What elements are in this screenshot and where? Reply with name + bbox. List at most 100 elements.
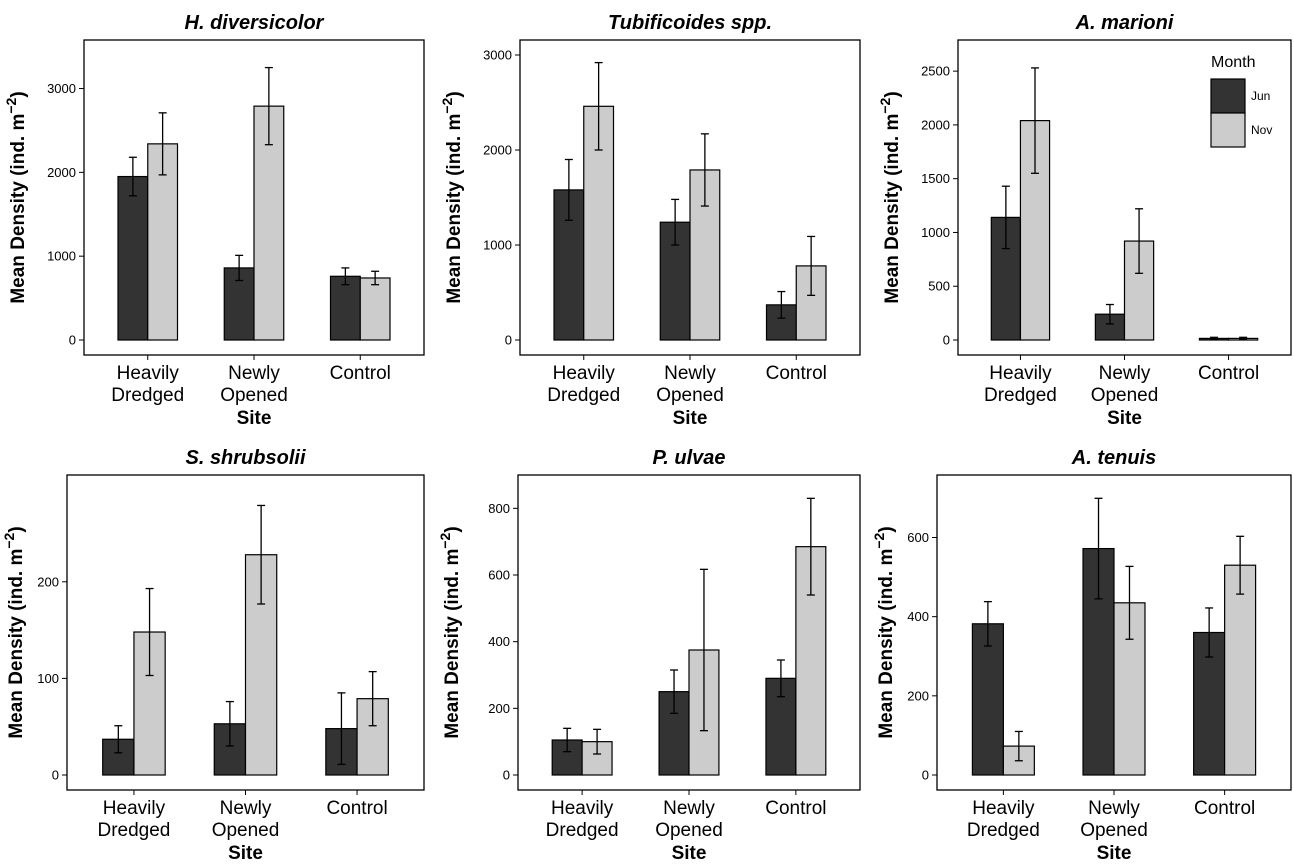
bar-jun xyxy=(971,623,1004,776)
y-tick-label: 2000 xyxy=(47,165,76,180)
bar-jun xyxy=(551,739,583,776)
y-axis-label: Mean Density (ind. m−2) xyxy=(3,91,29,303)
chart-title: A. marioni xyxy=(1075,12,1174,34)
x-tick-label: Dredged xyxy=(984,385,1057,406)
y-axis-label-superscript: −2 xyxy=(439,97,455,113)
y-axis-label-main: Mean Density (ind. m xyxy=(8,114,29,304)
bar-nov xyxy=(359,277,391,341)
y-axis-label-main: Mean Density (ind. m xyxy=(882,114,903,304)
chart-panel-4: S. shrubsolii 0 100 200 Mean Density (ind. m… xyxy=(1,447,425,864)
x-tick-label: Dredged xyxy=(546,820,619,841)
y-tick-label: 800 xyxy=(488,501,510,516)
legend-swatch-jun xyxy=(1210,78,1246,114)
y-axis-label-superscript: −2 xyxy=(871,532,887,548)
chart-title: P. ulvae xyxy=(652,447,725,469)
x-tick-label: Opened xyxy=(1091,385,1159,406)
bar-nov xyxy=(147,143,179,341)
y-axis-label: Mean Density (ind. m−2) xyxy=(1,526,27,738)
y-axis-label-superscript: −2 xyxy=(877,97,893,113)
y-axis-label-main: Mean Density (ind. m xyxy=(6,549,27,739)
x-tick-label: Opened xyxy=(1080,820,1148,841)
y-tick-label: 3000 xyxy=(47,81,76,96)
bar-nov xyxy=(795,265,827,341)
x-tick-label: Heavily xyxy=(989,363,1052,384)
x-tick-label: Newly xyxy=(220,798,272,819)
x-tick-label: Opened xyxy=(212,820,280,841)
legend-label-nov: Nov xyxy=(1251,123,1272,137)
x-tick-label: Dredged xyxy=(111,385,184,406)
y-tick-label: 400 xyxy=(907,609,929,624)
x-tick-label: Control xyxy=(330,363,391,384)
x-axis-label: Site xyxy=(237,408,272,429)
legend-title: Month xyxy=(1211,54,1255,71)
x-tick-label: Newly xyxy=(664,363,716,384)
y-axis-label: Mean Density (ind. m−2) xyxy=(877,91,903,303)
y-tick-label: 600 xyxy=(488,568,510,583)
x-tick-label: Newly xyxy=(1099,363,1151,384)
x-tick-label: Opened xyxy=(656,385,724,406)
y-tick-label: 200 xyxy=(37,574,59,589)
y-axis-label-close: ) xyxy=(444,91,465,97)
chart-panel-1: H. diversicolor 0 1000 2000 3000 Mean Density… xyxy=(3,12,425,429)
y-axis-label-close: ) xyxy=(876,526,897,532)
x-tick-label: Heavily xyxy=(117,363,180,384)
y-tick-label: 1500 xyxy=(921,171,950,186)
x-axis-label: Site xyxy=(1107,408,1142,429)
y-tick-label: 1000 xyxy=(921,225,950,240)
y-tick-label: 2500 xyxy=(921,64,950,79)
x-tick-label: Opened xyxy=(220,385,288,406)
y-tick-label: 500 xyxy=(928,279,950,294)
bar-nov xyxy=(1224,564,1257,776)
chart-panel-6: A. tenuis 0 200 400 600 Mean Density (ind. m−… xyxy=(871,447,1292,864)
y-tick-label: 1000 xyxy=(483,238,512,253)
y-axis-label-superscript: −2 xyxy=(437,532,453,548)
x-tick-label: Opened xyxy=(655,820,723,841)
y-axis-label: Mean Density (ind. m−2) xyxy=(437,526,463,738)
y-tick-label: 600 xyxy=(907,530,929,545)
y-axis-label-close: ) xyxy=(8,91,29,97)
legend: Month Jun Nov xyxy=(1210,54,1272,148)
x-axis-label: Site xyxy=(672,843,707,864)
y-axis-label-close: ) xyxy=(6,526,27,532)
x-tick-label: Heavily xyxy=(551,798,614,819)
x-tick-label: Newly xyxy=(663,798,715,819)
y-tick-label: 0 xyxy=(503,768,510,783)
bar-jun xyxy=(329,275,361,341)
y-axis-label-main: Mean Density (ind. m xyxy=(876,549,897,739)
x-axis-label: Site xyxy=(673,408,708,429)
x-axis-label: Site xyxy=(228,843,263,864)
x-tick-label: Control xyxy=(1194,798,1255,819)
bar-jun xyxy=(117,175,149,341)
x-tick-label: Newly xyxy=(1088,798,1140,819)
y-tick-label: 1000 xyxy=(47,249,76,264)
y-tick-label: 2000 xyxy=(921,117,950,132)
y-axis-label: Mean Density (ind. m−2) xyxy=(871,526,897,738)
y-tick-label: 200 xyxy=(488,701,510,716)
x-tick-label: Control xyxy=(766,363,827,384)
y-axis-label-main: Mean Density (ind. m xyxy=(442,549,463,739)
x-tick-label: Control xyxy=(765,798,826,819)
y-tick-label: 0 xyxy=(52,768,59,783)
y-axis-label-superscript: −2 xyxy=(1,532,17,548)
chart-title: A. tenuis xyxy=(1071,447,1156,469)
y-tick-label: 0 xyxy=(505,333,512,348)
chart-panel-2: Tubificoides spp. 0 1000 2000 3000 Mean Densi… xyxy=(439,12,861,429)
y-tick-label: 0 xyxy=(943,333,950,348)
chart-title: H. diversicolor xyxy=(185,12,325,34)
x-tick-label: Heavily xyxy=(972,798,1035,819)
y-axis-label-close: ) xyxy=(442,526,463,532)
y-axis-label-close: ) xyxy=(882,91,903,97)
y-tick-label: 2000 xyxy=(483,143,512,158)
chart-panel-3: A. marioni 0 500 1000 1500 2000 2500 Mean Densi… xyxy=(877,12,1292,429)
x-tick-label: Control xyxy=(326,798,387,819)
legend-label-jun: Jun xyxy=(1251,89,1270,103)
chart-panel-5: P. ulvae 0 200 400 600 800 Mean Density (ind. … xyxy=(437,447,861,864)
y-axis-label-superscript: −2 xyxy=(3,97,19,113)
x-tick-label: Newly xyxy=(228,363,280,384)
x-tick-label: Dredged xyxy=(97,820,170,841)
x-axis-label: Site xyxy=(1097,843,1132,864)
y-tick-label: 100 xyxy=(37,671,59,686)
y-tick-label: 0 xyxy=(69,333,76,348)
